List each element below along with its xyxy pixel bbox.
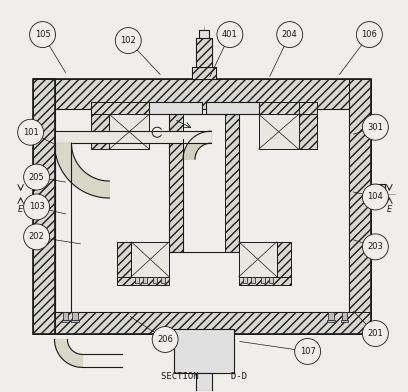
Text: 106: 106	[361, 30, 377, 39]
Bar	[91, 102, 149, 114]
Polygon shape	[183, 131, 211, 159]
Bar	[33, 80, 371, 334]
Bar	[131, 242, 169, 277]
Bar	[33, 80, 55, 334]
Bar	[259, 114, 299, 149]
Bar	[33, 80, 55, 334]
Bar	[109, 102, 149, 114]
Bar	[259, 102, 317, 114]
Circle shape	[217, 22, 243, 47]
Bar	[299, 114, 317, 149]
Bar	[341, 319, 348, 321]
Bar	[33, 80, 55, 334]
Circle shape	[24, 224, 49, 250]
Bar	[71, 319, 80, 321]
Bar	[206, 102, 259, 114]
Bar	[91, 114, 109, 149]
Bar	[225, 114, 239, 252]
Bar	[174, 328, 234, 373]
Bar	[251, 277, 255, 283]
Bar	[73, 312, 78, 319]
Bar	[328, 312, 333, 319]
Bar	[33, 312, 371, 334]
Text: 206: 206	[157, 335, 173, 344]
Bar	[19, 184, 33, 204]
Text: 102: 102	[120, 36, 136, 45]
Polygon shape	[55, 339, 82, 367]
Bar	[326, 319, 335, 321]
Circle shape	[295, 339, 321, 365]
Bar	[261, 277, 265, 283]
Bar	[135, 277, 139, 283]
Text: 203: 203	[368, 242, 384, 251]
Bar	[269, 277, 273, 283]
Text: 202: 202	[29, 232, 44, 241]
Bar	[199, 29, 209, 38]
Bar	[371, 184, 385, 204]
Text: E: E	[387, 205, 392, 214]
Text: 103: 103	[29, 202, 44, 211]
Bar	[196, 38, 212, 67]
Circle shape	[362, 321, 388, 347]
Circle shape	[115, 27, 141, 53]
Bar	[153, 277, 157, 283]
Text: 401: 401	[222, 30, 238, 39]
Bar	[109, 114, 149, 149]
Bar	[1, 1, 33, 391]
Bar	[192, 67, 216, 80]
Bar	[55, 109, 350, 312]
Bar	[33, 80, 371, 109]
Text: 204: 204	[282, 30, 297, 39]
Bar	[161, 277, 165, 283]
Bar	[277, 242, 290, 277]
Circle shape	[357, 22, 382, 47]
Text: 101: 101	[23, 128, 38, 137]
Text: 301: 301	[368, 123, 384, 132]
Bar	[239, 242, 277, 277]
Circle shape	[24, 194, 49, 220]
Bar	[239, 277, 290, 285]
Bar	[196, 38, 212, 67]
Bar	[243, 277, 247, 283]
Bar	[371, 184, 385, 204]
Text: 105: 105	[35, 30, 51, 39]
Bar	[183, 114, 225, 252]
Circle shape	[24, 164, 49, 190]
Bar	[62, 312, 69, 319]
Circle shape	[277, 22, 303, 47]
Bar	[118, 242, 131, 277]
Bar	[55, 131, 211, 143]
Text: 104: 104	[368, 192, 383, 201]
Polygon shape	[55, 143, 109, 198]
Text: 205: 205	[29, 172, 44, 181]
Text: 107: 107	[300, 347, 315, 356]
Text: E: E	[18, 205, 23, 214]
Circle shape	[152, 327, 178, 352]
Bar	[143, 277, 147, 283]
Bar	[350, 80, 371, 334]
Bar	[259, 102, 299, 114]
Circle shape	[30, 22, 55, 47]
Bar	[149, 102, 202, 114]
Bar	[169, 114, 239, 252]
Bar	[62, 319, 69, 321]
Circle shape	[362, 234, 388, 260]
Bar	[19, 184, 33, 204]
Bar	[196, 373, 212, 391]
Bar	[169, 114, 183, 252]
Bar	[192, 67, 216, 80]
Circle shape	[362, 184, 388, 210]
Circle shape	[362, 114, 388, 140]
Bar	[341, 312, 348, 319]
Bar	[174, 328, 234, 373]
Circle shape	[18, 119, 44, 145]
Text: 201: 201	[368, 329, 383, 338]
Bar	[118, 277, 169, 285]
Text: SECTION      D-D: SECTION D-D	[161, 372, 247, 381]
